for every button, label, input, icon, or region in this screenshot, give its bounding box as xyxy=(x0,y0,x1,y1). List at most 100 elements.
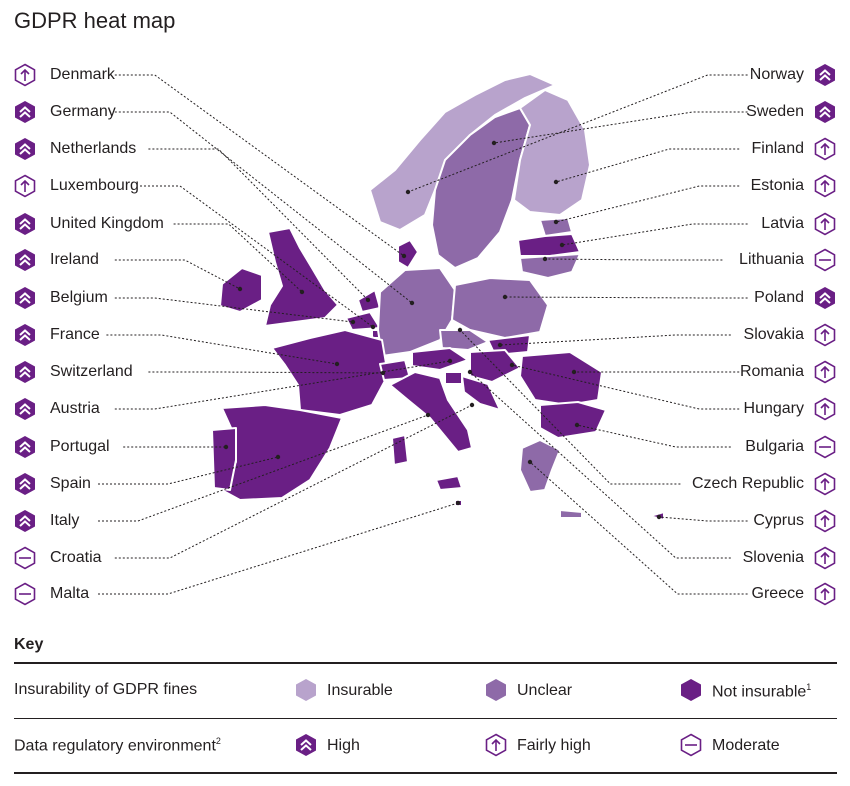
finland-shape xyxy=(513,89,591,216)
leader-line-germany xyxy=(114,111,413,304)
leader-line-luxembourg xyxy=(140,185,374,328)
leader-line-slovakia xyxy=(499,334,731,346)
italy-shape xyxy=(389,371,473,453)
leader-line-united-kingdom xyxy=(173,223,303,293)
anchor-dot-slovenia xyxy=(467,369,473,375)
country-label-croatia: Croatia xyxy=(50,549,102,566)
leader-line-bulgaria xyxy=(576,424,731,448)
high-rating-icon xyxy=(15,398,35,420)
bulgaria-shape xyxy=(539,401,607,439)
country-label-austria: Austria xyxy=(50,400,100,417)
anchor-dot-latvia xyxy=(559,242,565,248)
fairly-high-rating-icon xyxy=(814,546,836,570)
key-unclear: Unclear xyxy=(517,682,573,699)
anchor-dot-finland xyxy=(553,179,559,185)
anchor-dot-italy xyxy=(425,412,431,418)
anchor-dot-malta xyxy=(455,500,461,506)
country-label-belgium: Belgium xyxy=(50,289,108,306)
anchor-dot-ireland xyxy=(237,286,243,292)
country-label-estonia: Estonia xyxy=(750,177,804,194)
latvia-shape xyxy=(517,233,581,257)
anchor-dot-lithuania xyxy=(542,256,548,262)
estonia-shape xyxy=(539,217,573,237)
leader-line-finland xyxy=(555,148,740,183)
country-label-romania: Romania xyxy=(739,363,804,380)
anchor-dot-austria xyxy=(447,358,453,364)
romania-shape xyxy=(519,351,603,406)
anchor-dot-united-kingdom xyxy=(299,289,305,295)
leader-line-malta xyxy=(98,502,459,595)
anchor-dot-poland xyxy=(502,294,508,300)
insurable-hex-icon xyxy=(296,679,316,701)
country-label-ireland: Ireland xyxy=(50,251,99,268)
high-rating-icon xyxy=(15,473,35,495)
high-rating-icon xyxy=(15,138,35,160)
moderate-rating-icon xyxy=(14,546,36,570)
leader-line-italy xyxy=(98,414,429,522)
country-label-slovakia: Slovakia xyxy=(743,326,804,343)
fairly-high-rating-icon xyxy=(14,63,36,87)
country-label-poland: Poland xyxy=(754,289,804,306)
leader-line-france xyxy=(106,334,338,365)
cyprus-shape xyxy=(649,511,665,521)
country-label-italy: Italy xyxy=(50,512,80,529)
moderate-rating-icon xyxy=(814,248,836,272)
uk-shape xyxy=(264,227,339,327)
fairly-high-rating-icon xyxy=(14,174,36,198)
fairly-high-rating-icon xyxy=(814,212,836,236)
leader-line-norway xyxy=(407,74,748,193)
leader-line-netherlands xyxy=(148,148,369,301)
country-label-malta: Malta xyxy=(50,585,90,602)
anchor-dot-switzerland xyxy=(380,370,386,376)
country-label-norway: Norway xyxy=(749,66,804,83)
leader-line-belgium xyxy=(114,297,354,323)
country-label-slovenia: Slovenia xyxy=(742,549,804,566)
high-rating-icon xyxy=(815,287,835,309)
key-title: Key xyxy=(14,636,44,653)
country-label-hungary: Hungary xyxy=(743,400,804,417)
slovenia-shape xyxy=(444,371,463,385)
country-label-switzerland: Switzerland xyxy=(50,363,133,380)
high-rating-icon xyxy=(15,213,35,235)
key-regulatory-label: Data regulatory environment2 xyxy=(14,736,221,755)
moderate-rating-icon xyxy=(814,435,836,459)
leader-line-cyprus xyxy=(658,516,748,522)
austria-shape xyxy=(411,347,469,371)
fairly-high-rating-icon xyxy=(814,509,836,533)
high-rating-icon xyxy=(15,324,35,346)
fairly-high-rating-icon xyxy=(814,360,836,384)
anchor-dot-portugal xyxy=(223,444,229,450)
country-label-latvia: Latvia xyxy=(761,215,804,232)
denmark-shape xyxy=(397,239,419,269)
fairly-high-rating-icon xyxy=(814,174,836,198)
unclear-hex-icon xyxy=(486,679,506,701)
key-divider-top xyxy=(14,662,837,664)
anchor-dot-spain xyxy=(275,454,281,460)
anchor-dot-bulgaria xyxy=(574,422,580,428)
leader-line-greece xyxy=(529,461,748,595)
high-rating-icon xyxy=(15,287,35,309)
anchor-dot-netherlands xyxy=(365,297,371,303)
country-label-denmark: Denmark xyxy=(50,66,115,83)
anchor-dot-croatia xyxy=(469,402,475,408)
leader-line-spain xyxy=(98,456,279,485)
norway-shape xyxy=(369,73,556,231)
leader-line-czech-republic xyxy=(459,329,681,485)
sicily-shape xyxy=(435,475,463,491)
fairly-high-rating-icon xyxy=(485,733,507,757)
anchor-dot-norway xyxy=(405,189,411,195)
leader-line-slovenia xyxy=(469,371,731,559)
country-label-lithuania: Lithuania xyxy=(739,251,804,268)
leader-line-switzerland xyxy=(148,371,384,374)
anchor-dot-hungary xyxy=(509,362,515,368)
leader-line-ireland xyxy=(114,259,241,290)
high-rating-icon xyxy=(296,734,316,756)
high-rating-icon xyxy=(15,361,35,383)
leader-line-estonia xyxy=(555,185,740,223)
sardinia-shape xyxy=(391,434,409,466)
lithuania-shape xyxy=(519,253,581,279)
high-rating-icon xyxy=(815,101,835,123)
high-rating-icon xyxy=(15,249,35,271)
leader-line-poland xyxy=(504,296,748,299)
